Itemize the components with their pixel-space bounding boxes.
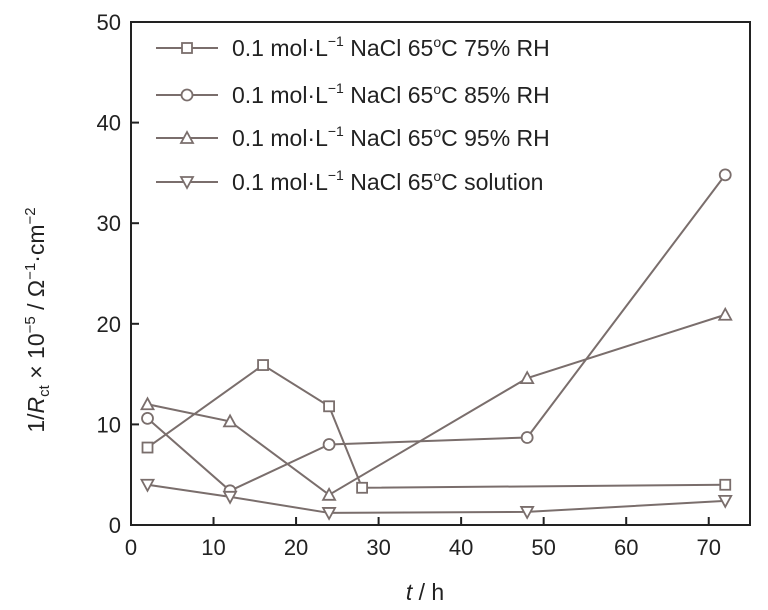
legend-label-part: o xyxy=(433,124,441,140)
y-tick-label: 0 xyxy=(109,513,121,538)
legend-item-2: 0.1 mol·L−1 NaCl 65oC 85% RH xyxy=(156,80,550,108)
series-3 xyxy=(139,306,733,501)
legend-item-4: 0.1 mol·L−1 NaCl 65oC solution xyxy=(156,167,543,195)
legend-label-part: C solution xyxy=(441,169,543,195)
legend-label-part: NaCl 65 xyxy=(344,35,433,61)
legend-marker xyxy=(181,42,193,54)
y-tick-label: 30 xyxy=(97,211,121,236)
x-tick-label: 70 xyxy=(696,535,720,560)
legend-label-part: o xyxy=(433,34,441,50)
x-tick-label: 60 xyxy=(614,535,638,560)
legend-marker xyxy=(179,130,195,144)
plot-border xyxy=(130,21,751,526)
series-4 xyxy=(139,478,733,521)
legend-item-3: 0.1 mol·L−1 NaCl 65oC 95% RH xyxy=(156,123,550,151)
x-tick-label: 50 xyxy=(531,535,555,560)
legend-label-part: 0.1 mol·L xyxy=(232,169,328,195)
y-axis-part: × 10 xyxy=(23,333,49,385)
legend-label: 0.1 mol·L−1 NaCl 65oC 95% RH xyxy=(232,123,550,151)
series-line xyxy=(146,174,727,492)
legend-label-part: 0.1 mol·L xyxy=(232,125,328,151)
y-axis-part: ct xyxy=(36,384,53,397)
legend-label-part: C 85% RH xyxy=(441,82,550,108)
legend-label: 0.1 mol·L−1 NaCl 65oC 75% RH xyxy=(232,33,550,61)
data-point xyxy=(520,431,534,444)
x-tick-label: 20 xyxy=(284,535,308,560)
x-axis-title: t / h xyxy=(406,579,444,605)
data-point xyxy=(257,359,269,371)
x-axis-variable: t xyxy=(406,579,414,605)
data-point xyxy=(141,411,154,425)
y-axis-part: 1/ xyxy=(23,413,49,433)
data-point xyxy=(321,507,337,521)
data-point xyxy=(139,478,156,493)
y-axis-part: R xyxy=(23,397,49,414)
y-axis-part: −5 xyxy=(22,316,39,333)
legend-label-part: −1 xyxy=(328,33,344,49)
y-tick-label: 10 xyxy=(97,412,121,437)
x-axis-unit: / h xyxy=(412,579,444,605)
axis-ticks: 0 10 20 30 40 50 60 70 0 10 20 30 40 50 xyxy=(97,10,721,560)
y-axis-part: / Ω xyxy=(23,280,49,316)
data-point xyxy=(717,306,733,321)
y-axis-part: ·cm xyxy=(23,224,49,262)
data-point xyxy=(322,438,336,451)
x-tick-label: 10 xyxy=(201,535,225,560)
legend-label: 0.1 mol·L−1 NaCl 65oC solution xyxy=(232,167,543,195)
legend-label-part: NaCl 65 xyxy=(344,82,433,108)
legend-marker xyxy=(179,176,195,190)
data-point xyxy=(323,400,335,413)
data-point xyxy=(141,441,154,454)
data-point xyxy=(139,396,156,411)
legend-marker xyxy=(180,88,194,102)
data-point xyxy=(222,490,238,505)
legend-label: 0.1 mol·L−1 NaCl 65oC 85% RH xyxy=(232,80,550,108)
legend-label-part: C 95% RH xyxy=(441,125,550,151)
series-2 xyxy=(141,168,732,498)
y-tick-label: 20 xyxy=(97,312,121,337)
legend-label-part: −1 xyxy=(328,123,344,139)
y-axis-part: −2 xyxy=(22,207,39,224)
legend-label-part: 0.1 mol·L xyxy=(232,35,328,61)
x-tick-label: 0 xyxy=(125,535,137,560)
legend-label-part: 0.1 mol·L xyxy=(232,82,328,108)
series-line xyxy=(147,313,726,497)
legend-item-1: 0.1 mol·L−1 NaCl 65oC 75% RH xyxy=(156,33,550,61)
y-tick-label: 50 xyxy=(97,10,121,35)
x-tick-label: 40 xyxy=(449,535,473,560)
series-1 xyxy=(141,359,732,494)
y-axis-title: 1/Rct × 10−5 / Ω−1·cm−2 xyxy=(22,207,53,432)
series-layer xyxy=(139,168,733,521)
data-point xyxy=(717,494,733,509)
legend-label-part: C 75% RH xyxy=(441,35,550,61)
data-point xyxy=(222,413,238,428)
legend-label-part: NaCl 65 xyxy=(344,169,433,195)
x-tick-label: 30 xyxy=(366,535,390,560)
legend-label-part: −1 xyxy=(328,80,344,96)
y-axis-part: −1 xyxy=(22,263,39,280)
data-point xyxy=(356,481,368,494)
data-point xyxy=(321,486,337,501)
legend: 0.1 mol·L−1 NaCl 65oC 75% RH0.1 mol·L−1 … xyxy=(156,33,550,195)
data-point xyxy=(719,478,732,491)
legend-label-part: o xyxy=(433,168,441,184)
legend-label-part: NaCl 65 xyxy=(344,125,433,151)
data-point xyxy=(519,506,535,520)
plot-frame xyxy=(130,21,751,526)
y-tick-label: 40 xyxy=(97,111,121,136)
data-point xyxy=(718,168,732,182)
data-point xyxy=(519,370,535,385)
legend-label-part: o xyxy=(433,81,441,97)
legend-label-part: −1 xyxy=(328,167,344,183)
